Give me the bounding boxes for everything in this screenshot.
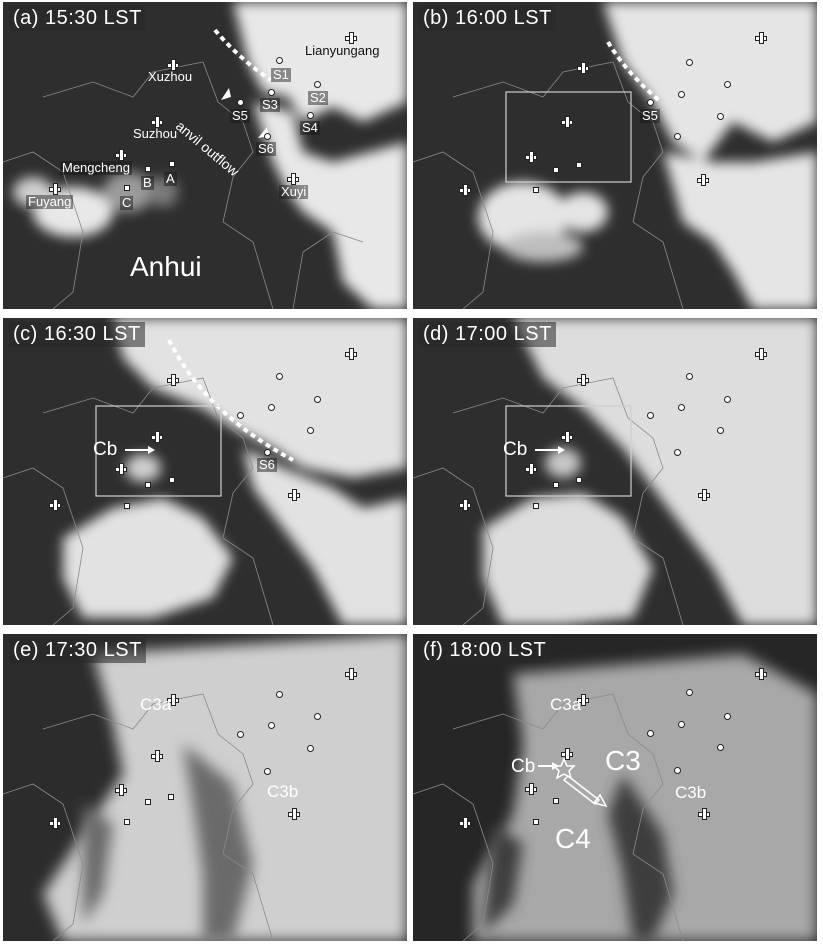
label-a: A [164,171,177,186]
label-mengcheng: Mengcheng [60,160,132,175]
panel-a: (a) 15:30 LST Lianyungang Xuzhou Suzhou … [3,2,407,309]
panel-title: (f) 18:00 LST [419,638,551,663]
label-s5: S5 [640,108,660,123]
satellite-image-c [3,318,407,625]
panel-c: (c) 16:30 LST Cb S6 [3,318,407,625]
label-c4: C4 [555,823,591,854]
panel-title: (c) 16:30 LST [9,322,145,347]
panel-title: (d) 17:00 LST [419,322,556,347]
label-s3: S3 [260,97,280,112]
label-b: B [141,175,154,190]
panel-title: (a) 15:30 LST [9,6,146,31]
label-c3: C3 [605,745,641,776]
label-lianyungang: Lianyungang [305,43,380,58]
satellite-image-d [413,318,817,625]
label-xuzhou: Xuzhou [148,69,193,84]
panel-title: (b) 16:00 LST [419,6,556,31]
label-c3a: C3a [140,695,172,714]
satellite-image-b [413,2,817,309]
label-suzhou: Suzhou [133,126,178,141]
satellite-image-e [3,634,407,941]
label-s6: S6 [257,457,277,472]
label-s4: S4 [300,120,320,135]
label-cb: Cb [93,439,118,460]
label-cb: Cb [511,756,536,777]
satellite-image-f [413,634,817,941]
label-c: C [120,195,134,210]
panel-f: (f) 18:00 LST C3a C3 Cb C3b C4 [413,634,817,941]
label-cb: Cb [503,439,528,460]
label-c3a: C3a [550,695,582,714]
panel-b: (b) 16:00 LST S5 [413,2,817,309]
satellite-image-a [3,2,407,309]
label-c3b: C3b [675,783,707,802]
label-s5: S5 [230,108,250,123]
label-fuyang: Fuyang [26,194,74,209]
label-s2: S2 [308,90,328,105]
label-anhui: Anhui [130,251,202,282]
panel-e: (e) 17:30 LST C3a C3b [3,634,407,941]
panel-d: (d) 17:00 LST Cb [413,318,817,625]
label-xuyi: Xuyi [279,184,309,199]
label-s6: S6 [256,141,276,156]
label-s1: S1 [271,67,291,82]
label-c3b: C3b [267,782,299,801]
panel-title: (e) 17:30 LST [9,638,146,663]
